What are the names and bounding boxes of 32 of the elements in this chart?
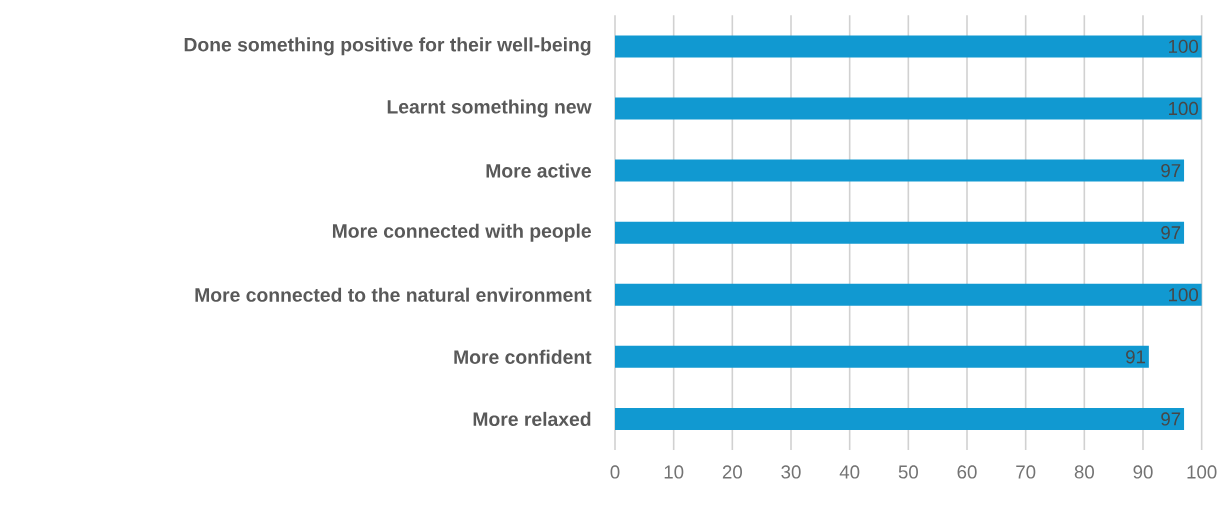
bar (615, 283, 1202, 306)
x-tick-label: 30 (781, 465, 801, 479)
y-tick-label: Learnt something new (387, 99, 592, 118)
x-tick-label: 80 (1074, 465, 1094, 479)
data-label: 97 (1161, 226, 1181, 240)
bar (615, 345, 1149, 368)
x-tick-label: 10 (664, 465, 684, 479)
data-label: 97 (1161, 412, 1181, 426)
y-tick-label: More confident (454, 349, 592, 364)
x-tick-label: 0 (610, 465, 620, 479)
y-tick-label: More connected to the natural environment (195, 287, 592, 302)
y-tick-label: More connected with people (332, 223, 591, 242)
bar (615, 97, 1202, 120)
bar (615, 221, 1185, 244)
x-tick-label: 100 (1187, 465, 1217, 479)
bar (615, 35, 1202, 58)
y-tick-label: Done something positive for their well-being (184, 37, 591, 56)
bar (615, 407, 1185, 430)
y-tick-label: More relaxed (473, 411, 591, 427)
y-tick-label: More active (486, 163, 591, 178)
bar (615, 159, 1185, 182)
x-tick-label: 60 (957, 465, 977, 479)
data-label: 100 (1169, 288, 1198, 302)
x-tick-label: 40 (839, 465, 860, 479)
x-tick-label: 20 (722, 465, 742, 479)
x-tick-label: 90 (1133, 465, 1153, 479)
data-label: 100 (1169, 101, 1198, 116)
x-tick-label: 50 (898, 465, 918, 479)
x-tick-label: 70 (1016, 465, 1036, 479)
data-label: 100 (1169, 39, 1198, 53)
data-label: 97 (1161, 163, 1181, 178)
data-label: 91 (1126, 350, 1146, 364)
